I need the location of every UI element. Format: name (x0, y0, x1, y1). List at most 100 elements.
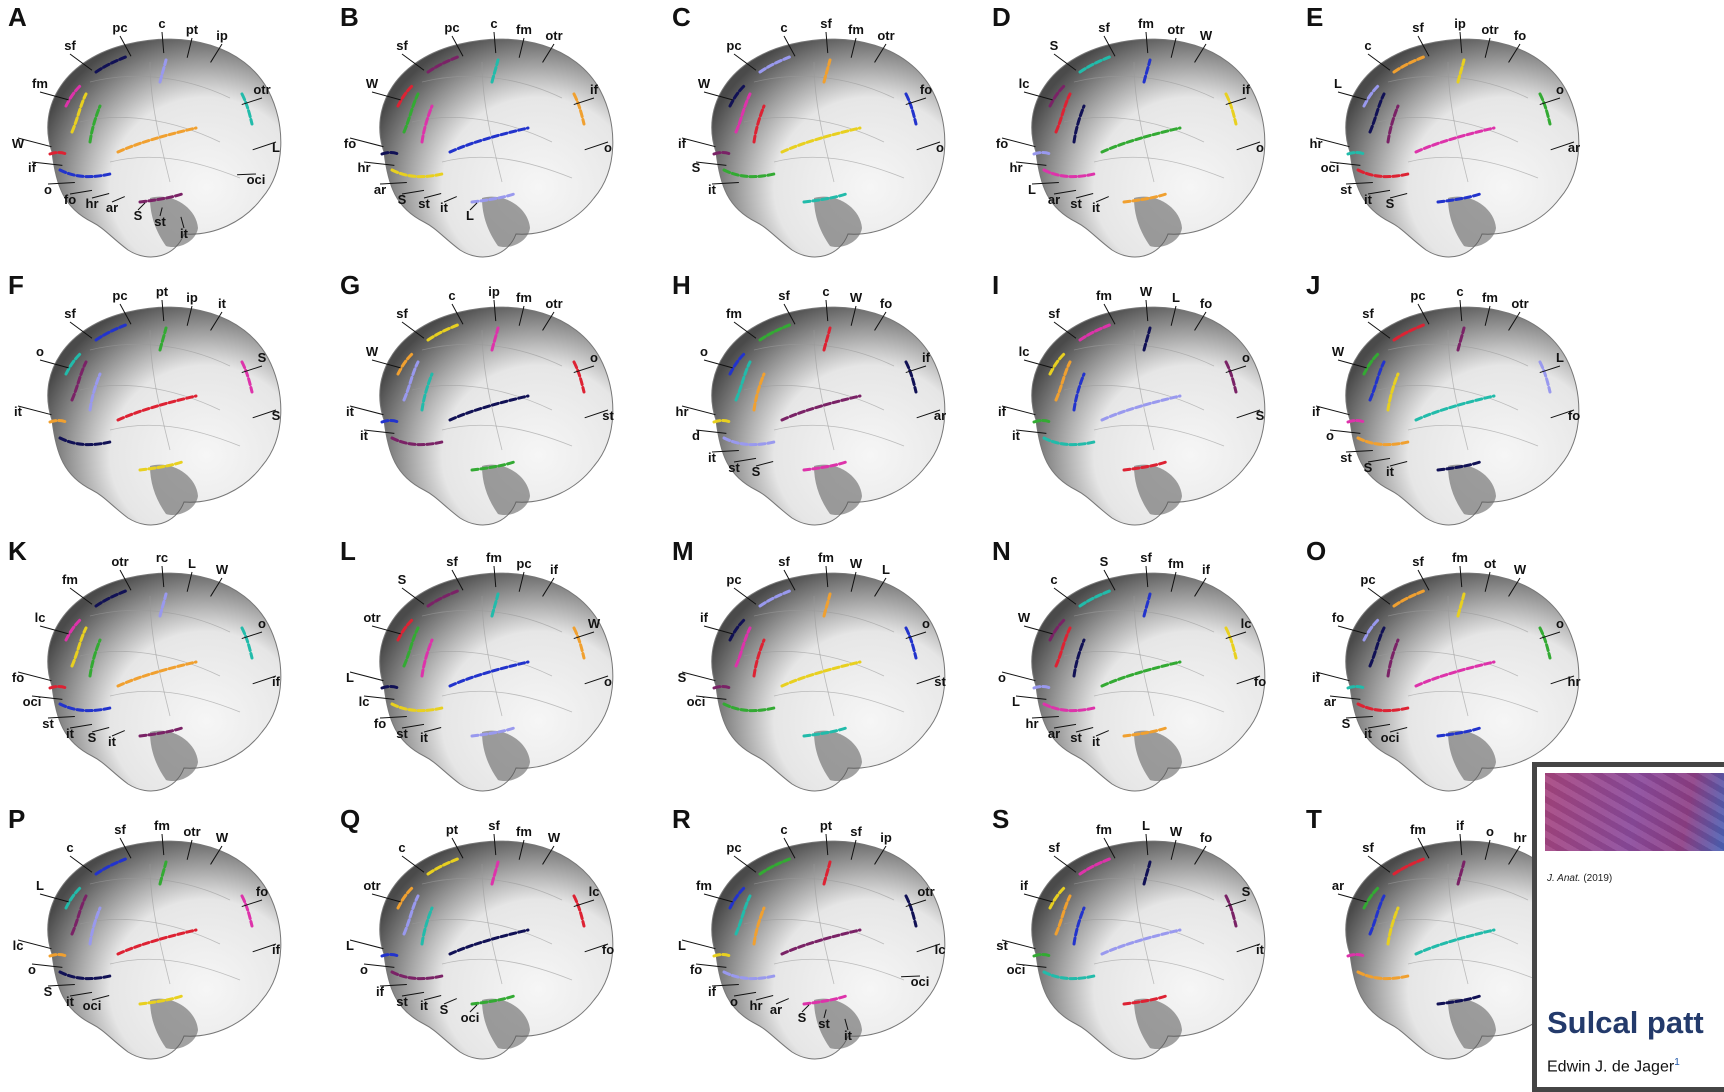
sulcus-label: sf (1362, 306, 1374, 321)
sulcus-label: hr (1310, 136, 1323, 151)
sulcus-trace (380, 151, 400, 156)
label-leader-line (1225, 365, 1247, 374)
sulcus-trace (1456, 58, 1466, 84)
sulcus-trace (1368, 626, 1386, 668)
sulcus-trace (240, 626, 254, 660)
sulcus-label: pt (820, 818, 833, 833)
sulcus-label: it (1012, 428, 1021, 443)
sulcus-trace (396, 618, 414, 642)
sulcus-trace (728, 84, 746, 108)
sulcus-label: ip (880, 830, 892, 845)
sulcus-trace (390, 436, 444, 447)
label-leader-line (1508, 43, 1521, 63)
label-leader-line (1170, 571, 1177, 592)
sulcus-label: o (700, 344, 708, 359)
sulcus-trace (728, 352, 746, 376)
gyral-line (441, 958, 573, 981)
brainstem-shadow (1134, 998, 1182, 1050)
sulcus-label: o (604, 140, 612, 155)
sulcus-trace (728, 618, 746, 642)
sulcus-label: L (1556, 350, 1564, 365)
sulcus-label: if (1242, 82, 1251, 97)
label-leader-line (1103, 303, 1116, 325)
label-leader-line (1194, 43, 1207, 63)
gyral-line (1133, 863, 1155, 985)
sulcus-label: fm (696, 878, 712, 893)
sulcus-label: S (1050, 38, 1059, 53)
brain-render: pc sf fm ot Wfo o if hr ar Sit oci (1312, 550, 1581, 792)
sulcus-label: st (1340, 450, 1352, 465)
sulcus-label: it (440, 200, 449, 215)
label-leader-line (69, 53, 93, 71)
sulcus-trace (94, 54, 130, 74)
label-leader-line (371, 625, 401, 635)
label-leader-line (443, 998, 457, 1005)
panel-letter: K (8, 536, 27, 566)
sulcus-label: it (1364, 726, 1373, 741)
sulcus-label: S (398, 192, 407, 207)
label-leader-line (1329, 429, 1361, 434)
sulcus-label: L (346, 670, 354, 685)
gyral-line (753, 75, 895, 99)
sulcus-trace (722, 702, 776, 713)
sulcus-trace (1100, 928, 1182, 956)
label-leader-line (1417, 303, 1430, 325)
brainstem-shadow (150, 464, 198, 516)
sulcus-trace (402, 626, 420, 668)
sulcus-label: fm (486, 550, 502, 565)
brain-surface (47, 306, 282, 526)
sulcus-trace (1456, 326, 1466, 352)
gyral-line (109, 958, 241, 981)
label-leader-line (783, 837, 796, 859)
label-leader-line (31, 161, 63, 166)
brain-surface (1345, 38, 1580, 258)
sulcus-label: sf (820, 16, 832, 31)
label-leader-line (711, 984, 739, 987)
label-leader-line (1337, 625, 1367, 635)
panel-letter: E (1306, 2, 1324, 32)
label-leader-line (91, 192, 110, 199)
label-leader-line (1367, 723, 1391, 729)
sulcus-trace (1122, 726, 1168, 738)
label-leader-line (1145, 565, 1149, 588)
sulcus-label: pc (112, 20, 127, 35)
sulcus-label: oci (1381, 730, 1400, 745)
sulcus-label: S (1364, 460, 1373, 475)
sulcus-label: it (708, 182, 717, 197)
sulcus-trace (420, 104, 434, 144)
label-leader-line (47, 182, 75, 185)
sulcus-trace (1346, 685, 1366, 690)
label-leader-line (1345, 182, 1373, 185)
label-leader-line (17, 671, 52, 682)
sulcus-trace (420, 638, 434, 678)
sulcus-label: otr (545, 28, 562, 43)
sulcus-label: pc (444, 20, 459, 35)
label-leader-line (161, 833, 165, 856)
label-leader-line (31, 963, 63, 968)
sulcus-trace (94, 856, 130, 876)
sulcus-trace (1362, 618, 1380, 642)
label-leader-line (469, 1004, 478, 1013)
label-leader-line (916, 141, 941, 151)
brain-surface (1031, 306, 1266, 526)
label-leader-line (47, 716, 75, 719)
label-leader-line (1459, 833, 1463, 856)
sulcus-trace (396, 886, 414, 910)
label-leader-line (371, 91, 401, 101)
brain-render: pc sf fm W Lif o S st oci (678, 550, 946, 792)
sulcus-label: hr (86, 196, 99, 211)
label-leader-line (1015, 695, 1047, 700)
label-leader-line (493, 565, 497, 588)
sulcus-label: S (692, 160, 701, 175)
gyral-line (149, 595, 171, 717)
sulcus-label: L (36, 878, 44, 893)
sulcus-label: sf (488, 818, 500, 833)
label-leader-line (363, 161, 395, 166)
